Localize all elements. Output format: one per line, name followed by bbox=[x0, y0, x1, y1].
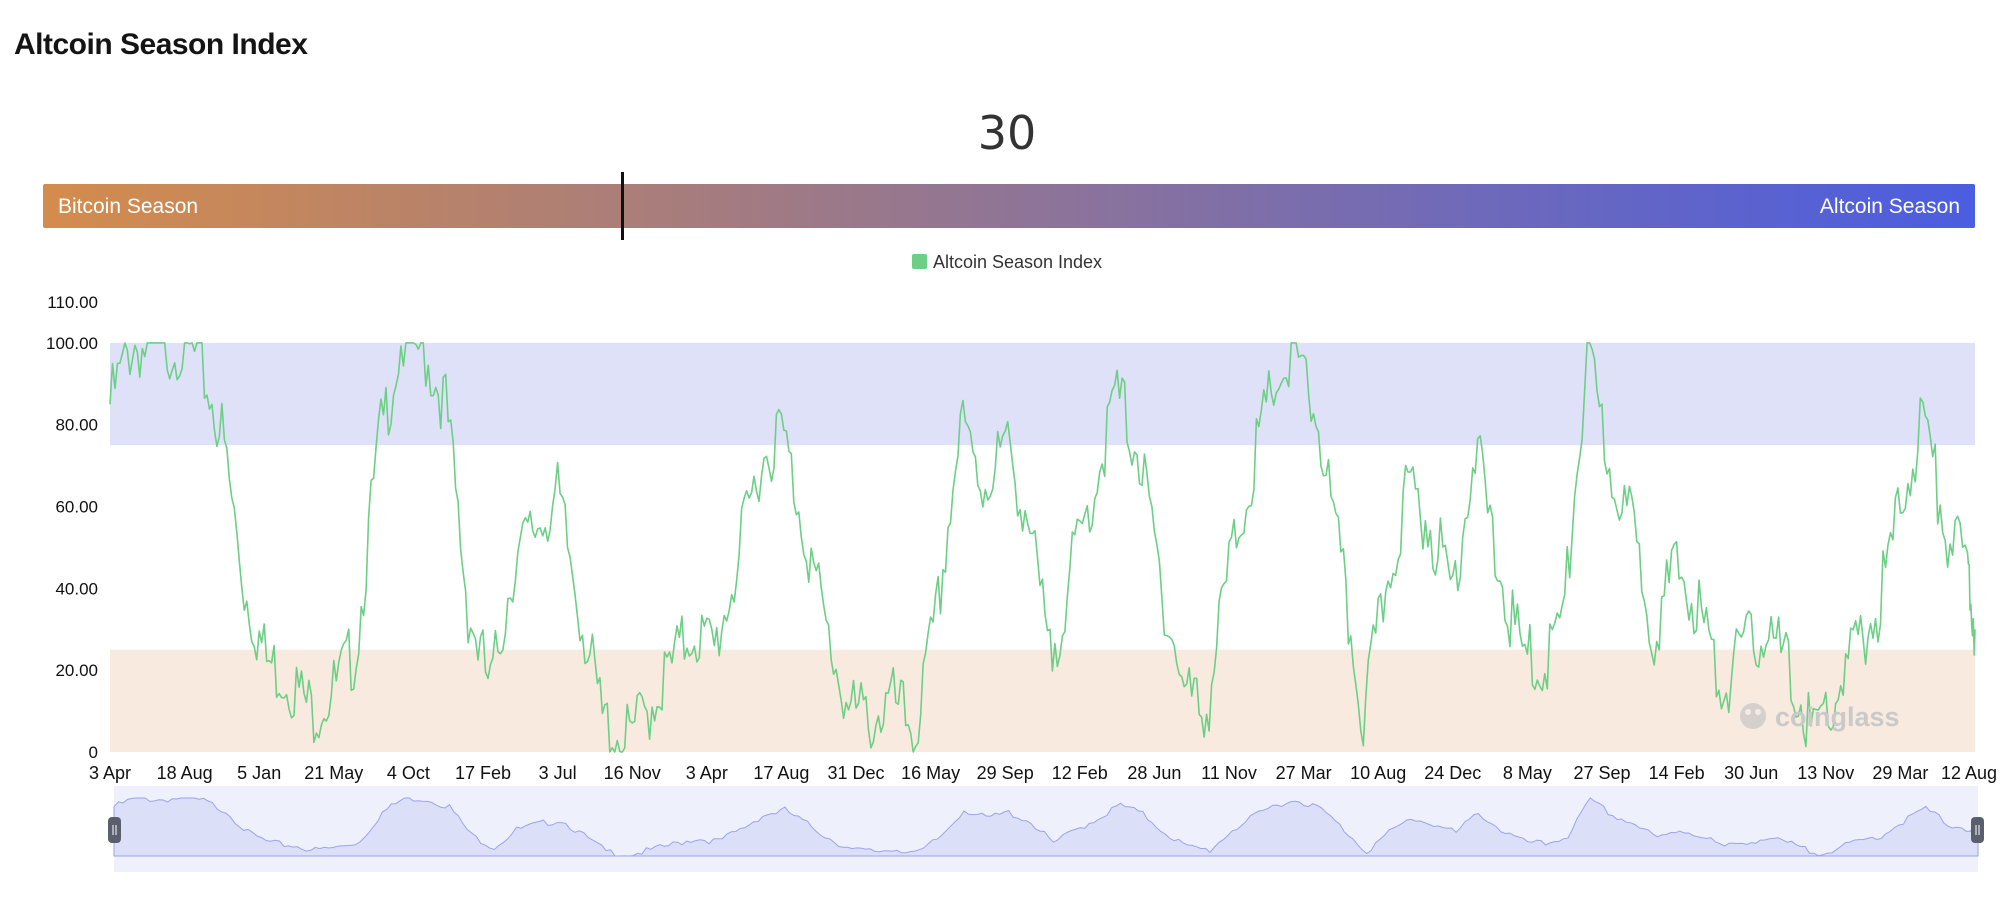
x-tick-label: 24 Dec bbox=[1424, 763, 1481, 783]
x-tick-label: 8 May bbox=[1503, 763, 1552, 783]
x-tick-label: 28 Jun bbox=[1127, 763, 1181, 783]
x-tick-label: 5 Jan bbox=[237, 763, 281, 783]
x-axis: 3 Apr 18 Aug 5 Jan 21 May 4 Oct 17 Feb 3 Jul 16… bbox=[89, 763, 1997, 783]
x-tick-label: 27 Mar bbox=[1276, 763, 1332, 783]
x-tick-label: 16 Nov bbox=[604, 763, 661, 783]
legend-swatch bbox=[911, 254, 927, 269]
y-tick-label: 60.00 bbox=[55, 498, 98, 517]
x-tick-label: 31 Dec bbox=[827, 763, 884, 783]
x-tick-label: 13 Nov bbox=[1797, 763, 1854, 783]
series-layer bbox=[109, 342, 1976, 753]
y-tick-label: 0 bbox=[89, 743, 98, 762]
gauge-value: 30 bbox=[977, 106, 1037, 160]
navigator-area bbox=[113, 797, 1979, 857]
y-tick-label: 20.00 bbox=[55, 661, 98, 680]
watermark-text: coinglass bbox=[1775, 702, 1900, 732]
x-tick-label: 3 Apr bbox=[686, 763, 728, 783]
navigator-right-handle[interactable] bbox=[1971, 817, 1984, 843]
y-tick-label: 80.00 bbox=[55, 416, 98, 435]
x-tick-label: 27 Sep bbox=[1573, 763, 1630, 783]
x-tick-label: 3 Jul bbox=[539, 763, 577, 783]
y-tick-label: 110.00 bbox=[47, 293, 98, 312]
x-tick-label: 17 Feb bbox=[455, 763, 511, 783]
x-tick-label: 12 Aug bbox=[1941, 763, 1997, 783]
x-tick-label: 29 Mar bbox=[1872, 763, 1928, 783]
threshold-bands bbox=[110, 342, 1975, 752]
navigator-left-handle[interactable] bbox=[108, 817, 121, 843]
x-tick-label: 14 Feb bbox=[1649, 763, 1705, 783]
gauge-marker bbox=[621, 172, 625, 240]
x-tick-label: 11 Nov bbox=[1201, 763, 1257, 783]
chart-legend[interactable]: Altcoin Season Index bbox=[0, 252, 2014, 273]
x-tick-label: 10 Aug bbox=[1350, 763, 1406, 783]
legend-label: Altcoin Season Index bbox=[932, 252, 1103, 272]
page-title: Altcoin Season Index bbox=[14, 28, 308, 61]
series-line-altcoin-season-index bbox=[109, 342, 1976, 753]
x-tick-label: 3 Apr bbox=[89, 763, 131, 783]
x-tick-label: 29 Sep bbox=[977, 763, 1034, 783]
band-bitcoin bbox=[110, 649, 1975, 752]
x-tick-label: 30 Jun bbox=[1724, 763, 1778, 783]
y-tick-label: 40.00 bbox=[55, 579, 98, 598]
x-tick-label: 17 Aug bbox=[753, 763, 809, 783]
season-gradient-bar: Bitcoin Season Altcoin Season bbox=[43, 184, 1975, 228]
altcoin-season-label: Altcoin Season bbox=[1819, 195, 1960, 218]
x-tick-label: 4 Oct bbox=[387, 763, 430, 783]
watermark: coinglass bbox=[1740, 702, 1900, 732]
range-navigator bbox=[108, 786, 1984, 872]
bitcoin-season-label: Bitcoin Season bbox=[58, 195, 199, 218]
x-tick-label: 18 Aug bbox=[157, 763, 213, 783]
y-tick-label: 100.00 bbox=[46, 334, 98, 353]
x-tick-label: 12 Feb bbox=[1052, 763, 1108, 783]
x-tick-label: 21 May bbox=[304, 763, 363, 783]
x-tick-label: 16 May bbox=[901, 763, 960, 783]
band-altcoin bbox=[110, 342, 1975, 446]
y-axis: 0 20.00 40.00 60.00 80.00 100.00 110.00 bbox=[46, 293, 98, 762]
watermark-icon bbox=[1740, 703, 1766, 729]
